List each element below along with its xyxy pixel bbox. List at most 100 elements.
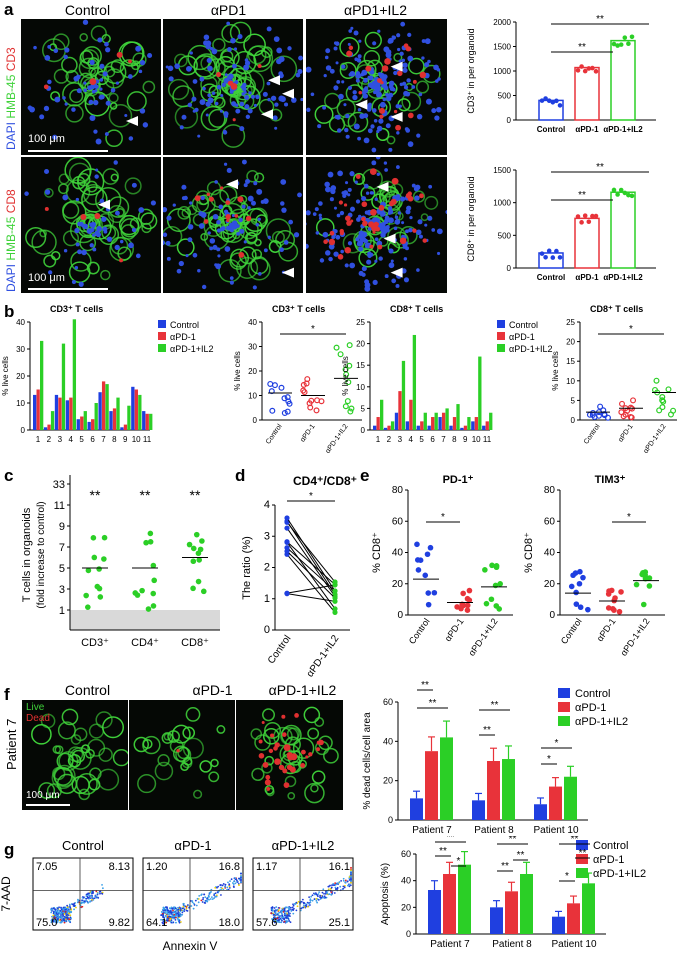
- g-event: [196, 897, 199, 900]
- g-event: [176, 909, 179, 911]
- g-event: [62, 909, 65, 911]
- g-event: [297, 900, 300, 903]
- g-quadrant-lr: 9.82: [109, 917, 130, 929]
- g-event: [319, 896, 322, 899]
- b-cd8-bars-bar: [373, 425, 377, 430]
- g-event: [348, 885, 351, 888]
- g-sig-star: **: [509, 836, 517, 845]
- b-cd8-dots-point: [589, 409, 596, 416]
- g-event: [172, 909, 174, 912]
- g-event: [69, 906, 72, 909]
- micrograph-1-image: [27, 19, 156, 148]
- c-y-tick-label: 1: [59, 605, 65, 617]
- d-pair-line: [286, 541, 336, 585]
- g-event: [224, 885, 227, 888]
- b-cd3-bars-y-tick-label: 40: [16, 318, 25, 327]
- g-event: [66, 908, 69, 911]
- b-cd8-dots-point: [620, 413, 627, 420]
- g-event: [169, 919, 172, 921]
- b-cd8-bars-bar: [431, 417, 435, 430]
- g-event: [291, 906, 294, 909]
- g-sig-star: **: [501, 861, 509, 872]
- b-cd8-bars-y-tick-label: 0: [361, 426, 366, 435]
- g-event: [202, 898, 204, 901]
- arrowhead: [376, 181, 389, 192]
- g-chart-bar: [428, 890, 441, 934]
- g-event: [171, 908, 174, 910]
- c-point: [150, 562, 157, 569]
- g-event: [62, 918, 65, 920]
- f-sig-star: **: [421, 680, 429, 691]
- e-pd1-point: [497, 581, 503, 587]
- g-event: [277, 909, 280, 911]
- b-cd8-bars-bar: [405, 421, 410, 430]
- cd8-chart-point: [586, 219, 592, 225]
- g-chart-bar: [582, 883, 595, 934]
- g-event: [220, 894, 222, 896]
- arrowhead: [126, 116, 138, 126]
- c-point: [195, 550, 202, 557]
- cd3-chart-point: [626, 41, 631, 47]
- g-event: [284, 906, 287, 909]
- g-event: [53, 908, 56, 910]
- g-event: [330, 893, 333, 896]
- g-event: [321, 891, 324, 894]
- f-chart-bar: [534, 804, 547, 820]
- b-cd8-bars-bar: [482, 425, 486, 430]
- b-cd8-bars-bar: [438, 417, 442, 430]
- g-event: [277, 912, 279, 915]
- g-quadrant-ll: 75.0: [36, 917, 57, 929]
- cd8-chart-point: [611, 187, 617, 193]
- b-cd8-bars-bar: [383, 427, 388, 430]
- b-cd8-dots-x-label: Control: [583, 423, 602, 446]
- micrograph-4: [21, 157, 161, 293]
- e-pd1-sig-star: *: [441, 512, 445, 523]
- g-event: [210, 896, 213, 898]
- b-legend-1-label: Control: [170, 320, 199, 330]
- g-event: [53, 919, 56, 921]
- g-event: [277, 907, 280, 909]
- g-event: [174, 907, 177, 910]
- g-event: [173, 915, 175, 918]
- g-event: [178, 912, 181, 915]
- g-event: [63, 921, 66, 924]
- f-chart-y-tick-label: 60: [383, 697, 393, 707]
- g-event: [270, 912, 273, 915]
- g-event: [350, 869, 352, 872]
- g-event: [66, 913, 69, 916]
- g-event: [96, 893, 99, 896]
- g-chart-y-tick-label: 0: [406, 929, 411, 939]
- f-sig-star: **: [483, 725, 491, 736]
- cd3-chart-point: [611, 41, 617, 47]
- g-event: [203, 893, 206, 896]
- e-tim3-point: [573, 589, 579, 596]
- g-event: [217, 885, 220, 888]
- cd3-chart-ylabel: CD3⁺ in per organoid: [466, 28, 476, 113]
- e-tim3-point: [573, 601, 580, 607]
- g-event: [167, 917, 170, 920]
- g-event: [273, 916, 275, 919]
- g-event: [85, 893, 88, 896]
- g-event: [208, 898, 210, 901]
- g-event: [162, 909, 165, 912]
- cd8-chart-bar-3: [610, 191, 636, 269]
- g-event: [202, 897, 205, 899]
- g-event: [168, 912, 171, 915]
- g-event: [206, 897, 208, 900]
- b-cd3-bars-bar: [43, 427, 48, 430]
- g-chart-bar: [490, 907, 503, 934]
- scale-bar-2: [28, 288, 108, 290]
- g-event: [179, 915, 182, 917]
- g-event: [350, 881, 352, 884]
- g-chart-x-label: Patient 8: [492, 939, 532, 950]
- b-cd3-bars-bar: [101, 381, 106, 430]
- f-scale-bar: [26, 804, 70, 806]
- g-event: [280, 921, 283, 924]
- g-event: [52, 919, 55, 922]
- g-event: [213, 894, 216, 896]
- g-event: [287, 907, 290, 910]
- e-tim3-x-label: αPD-1: [595, 616, 618, 643]
- b-cd3-bars-x-label: 6: [90, 435, 95, 444]
- e-tim3-point: [618, 589, 624, 595]
- g-event: [348, 879, 351, 881]
